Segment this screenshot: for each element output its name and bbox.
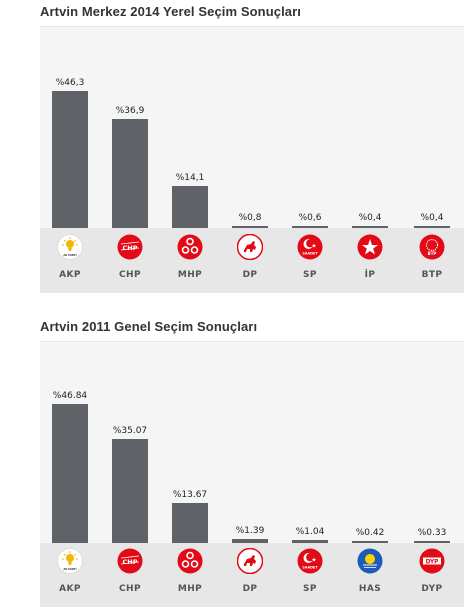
data-label: %46,3 [55,78,85,88]
bar-has [352,541,388,543]
plot-area: %46,3 %36,9 %14,1 %0,8 %0,6 %0,4 %0,4 [40,27,464,228]
bar-mhp [172,502,208,543]
chart-panel-2011: %46.84 %35.07 %13.67 %1.39 %1.04 %0.42 %0.33 A… [40,341,464,607]
bar-dp [232,538,268,543]
mhp-logo-icon [177,548,203,574]
has-logo-icon [357,548,383,574]
data-label: %13.67 [172,489,208,500]
sp-logo-icon: SAADET [297,548,323,574]
chart-title-2014: Artvin Merkez 2014 Yerel Seçim Sonuçları [40,4,302,19]
party-logo-strip: AK PARTİ AKP CHP CHP MHP DP SAADET SP HAS D… [40,543,464,607]
bar-btp [414,226,450,228]
chp-logo-icon: CHP [117,234,143,260]
category-label: AKP [59,270,81,280]
data-label: %1.39 [235,525,265,536]
data-label: %0,6 [298,213,322,223]
data-label: %35.07 [112,426,148,437]
btp-logo-icon: BTP [419,234,445,260]
ip-logo-icon [357,234,383,260]
svg-text:AK PARTİ: AK PARTİ [63,252,76,257]
bar-chp [112,439,148,543]
category-label: SP [303,584,317,594]
svg-text:AK PARTİ: AK PARTİ [63,566,76,571]
chart-title-2011: Artvin 2011 Genel Seçim Sonuçları [40,319,258,334]
category-label: MHP [177,270,203,280]
mhp-logo-icon [177,234,203,260]
svg-text:SAADET: SAADET [302,566,318,570]
data-label: %0,4 [420,213,444,223]
category-label: DYP [421,584,443,594]
party-logo-strip: AK PARTİ AKP CHP CHP MHP DP SAADET SP İP BT… [40,228,464,293]
data-label: %0,8 [238,212,262,223]
dp-logo-icon [236,233,264,261]
bar-akp [52,91,88,228]
category-label: MHP [177,584,203,594]
category-label: İP [364,270,376,280]
data-label: %36,9 [115,105,145,116]
svg-text:SAADET: SAADET [302,252,318,256]
bar-mhp [172,186,208,228]
category-label: CHP [119,270,141,280]
akp-logo-icon: AK PARTİ [57,548,83,574]
bar-i̇p [352,226,388,228]
svg-text:BTP: BTP [428,251,437,256]
bar-dyp [414,541,450,543]
data-label: %0.33 [417,528,447,538]
data-label: %1.04 [295,526,325,537]
category-label: SP [303,270,317,280]
chp-logo-icon: CHP [117,548,143,574]
data-label: %0.42 [355,528,385,538]
dyp-logo-icon: DYP [419,548,445,574]
svg-text:DYP: DYP [426,559,440,565]
bar-sp [292,539,328,543]
bar-dp [232,225,268,228]
plot-area: %46.84 %35.07 %13.67 %1.39 %1.04 %0.42 %0.33 [40,342,464,543]
bar-akp [52,404,88,543]
category-label: CHP [119,584,141,594]
svg-text:CHP: CHP [123,244,138,252]
akp-logo-icon: AK PARTİ [57,234,83,260]
data-label: %0,4 [358,213,382,223]
bar-sp [292,226,328,228]
chart-panel-2014: %46,3 %36,9 %14,1 %0,8 %0,6 %0,4 %0,4 AK PARTİ… [40,26,464,293]
category-label: AKP [59,584,81,594]
category-label: BTP [421,270,443,280]
dp-logo-icon [236,547,264,575]
category-label: DP [242,270,258,280]
svg-text:CHP: CHP [123,558,138,566]
sp-logo-icon: SAADET [297,234,323,260]
bar-chp [112,118,148,228]
data-label: %46.84 [52,391,88,402]
data-label: %14,1 [175,173,205,184]
category-label: DP [242,584,258,594]
category-label: HAS [358,584,382,594]
